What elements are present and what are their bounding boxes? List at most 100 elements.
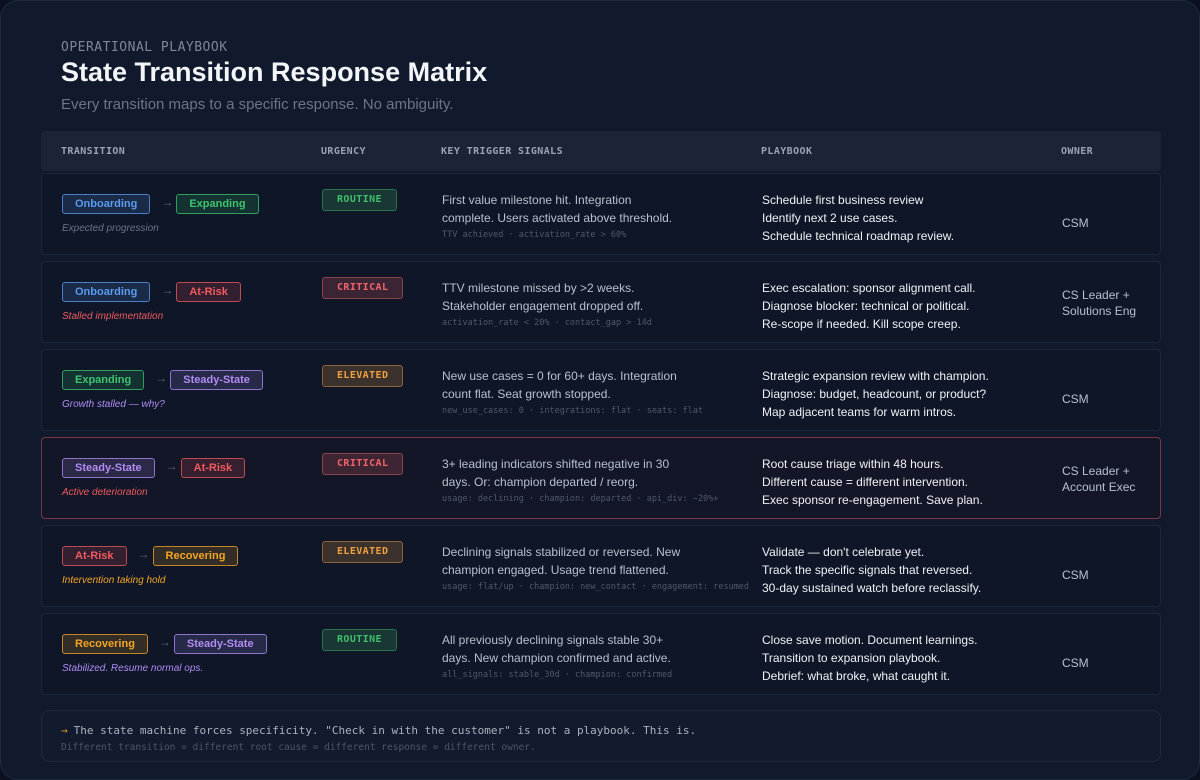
to-state-tag: Steady-State — [170, 370, 263, 390]
trigger-signals-code: all_signals: stable_30d · champion: conf… — [442, 670, 673, 680]
playbook-step: Track the specific signals that reversed… — [762, 563, 973, 577]
column-header-signals: KEY TRIGGER SIGNALS — [441, 146, 563, 157]
footer-callout: → The state machine forces specificity. "… — [41, 710, 1161, 762]
table-row: Expanding → Steady-State Growth stalled — w… — [41, 349, 1161, 431]
transition-note: Stalled implementation — [62, 311, 164, 322]
playbook-step: Different cause = different intervention… — [762, 475, 969, 489]
column-header-transition: TRANSITION — [61, 146, 126, 157]
owner-cell: CSM — [1062, 567, 1162, 583]
playbook-steps: Validate — don't celebrate yet. Track the… — [762, 543, 1062, 597]
footer-line-1: → The state machine forces specificity. "… — [61, 724, 696, 737]
transition-note: Intervention taking hold — [62, 575, 166, 586]
urgency-badge: ELEVATED — [322, 365, 404, 387]
trigger-signals-text: 3+ leading indicators shifted negative i… — [442, 457, 670, 489]
trigger-signals-code: usage: declining · champion: departed · … — [442, 494, 719, 504]
playbook-steps: Root cause triage within 48 hours. Differ… — [762, 455, 1062, 509]
playbook-step: Validate — don't celebrate yet. — [762, 545, 925, 559]
column-header-owner: OWNER — [1061, 146, 1094, 157]
table-row: Steady-State → At-Risk Active deterioration… — [41, 437, 1161, 519]
owner-cell: CSM — [1062, 215, 1162, 231]
playbook-steps: Close save motion. Document learnings. Tr… — [762, 631, 1062, 685]
trigger-signals-code: usage: flat/up · champion: new_contact ·… — [442, 582, 750, 592]
urgency-badge: ROUTINE — [322, 189, 397, 211]
urgency-badge: CRITICAL — [322, 453, 404, 475]
trigger-signals-code: activation_rate < 20% · contact_gap > 14… — [442, 318, 652, 328]
from-state-tag: Onboarding — [62, 194, 151, 214]
arrow-right-icon: → — [165, 459, 178, 473]
column-header-urgency: URGENCY — [321, 146, 366, 157]
playbook-step: Exec escalation: sponsor alignment call. — [762, 281, 976, 295]
eyebrow: OPERATIONAL PLAYBOOK — [61, 40, 228, 55]
owner-name: CSM — [1062, 568, 1089, 582]
owner-cell: CS Leader + Account Exec — [1062, 463, 1162, 495]
arrow-right-icon: → — [161, 195, 174, 209]
trigger-signals-code: TTV achieved · activation_rate > 60% — [442, 230, 627, 240]
playbook-step: Re-scope if needed. Kill scope creep. — [762, 317, 961, 331]
to-state-tag: Steady-State — [173, 634, 267, 654]
playbook-step: 30-day sustained watch before reclassify… — [762, 581, 982, 595]
table-row: Onboarding → Expanding Expected progression… — [41, 173, 1161, 255]
arrow-right-icon: → — [158, 635, 171, 649]
from-state-tag: Expanding — [62, 370, 145, 390]
transition-note: Expected progression — [62, 223, 159, 234]
owner-name: Account Exec — [1062, 480, 1136, 494]
playbook-step: Map adjacent teams for warm intros. — [762, 405, 957, 419]
to-state-tag: At-Risk — [176, 282, 241, 302]
arrow-right-icon: → — [155, 371, 168, 385]
urgency-badge: ELEVATED — [322, 541, 404, 563]
owner-name: CS Leader + — [1062, 464, 1130, 478]
owner-cell: CSM — [1062, 655, 1162, 671]
trigger-signals-text: New use cases = 0 for 60+ days. Integrat… — [442, 369, 677, 401]
table-row: Onboarding → At-Risk Stalled implementation… — [41, 261, 1161, 343]
from-state-tag: At-Risk — [62, 546, 127, 566]
transition-note: Active deterioration — [62, 487, 148, 498]
playbook-step: Diagnose: budget, headcount, or product? — [762, 387, 987, 401]
from-state-tag: Steady-State — [62, 458, 155, 478]
owner-cell: CS Leader + Solutions Eng — [1062, 287, 1162, 319]
to-state-tag: Recovering — [152, 546, 239, 566]
urgency-badge: ROUTINE — [322, 629, 397, 651]
transition-note: Growth stalled — why? — [62, 399, 165, 410]
trigger-signals-text: All previously declining signals stable … — [442, 633, 671, 665]
playbook-step: Close save motion. Document learnings. — [762, 633, 978, 647]
playbook-step: Schedule first business review — [762, 193, 924, 207]
trigger-signals-text: First value milestone hit. Integration c… — [442, 193, 673, 225]
table-row: At-Risk → Recovering Intervention taking ho… — [41, 525, 1161, 607]
owner-name: CS Leader + — [1062, 288, 1130, 302]
to-state-tag: At-Risk — [180, 458, 246, 478]
playbook-steps: Schedule first business review Identify n… — [762, 191, 1062, 245]
arrow-right-icon: → — [137, 547, 150, 561]
urgency-badge: CRITICAL — [322, 277, 404, 299]
playbook-step: Exec sponsor re-engagement. Save plan. — [762, 493, 983, 507]
owner-name: CSM — [1062, 656, 1089, 670]
from-state-tag: Recovering — [62, 634, 148, 654]
page-subtitle: Every transition maps to a specific resp… — [61, 96, 454, 113]
trigger-signals-code: new_use_cases: 0 · integrations: flat · … — [442, 406, 703, 416]
transition-note: Stabilized. Resume normal ops. — [62, 663, 204, 674]
table-header: TRANSITION URGENCY KEY TRIGGER SIGNALS P… — [41, 131, 1161, 171]
trigger-signals-text: TTV milestone missed by >2 weeks. Stakeh… — [442, 281, 644, 313]
playbook-step: Schedule technical roadmap review. — [762, 229, 955, 243]
table-row: Recovering → Steady-State Stabilized. Resum… — [41, 613, 1161, 695]
trigger-signals-text: Declining signals stabilized or reversed… — [442, 545, 681, 577]
playbook-steps: Exec escalation: sponsor alignment call.… — [762, 279, 1062, 333]
playbook-step: Root cause triage within 48 hours. — [762, 457, 944, 471]
from-state-tag: Onboarding — [62, 282, 151, 302]
arrow-right-icon: → — [61, 724, 68, 737]
playbook-step: Strategic expansion review with champion… — [762, 369, 989, 383]
page-title: State Transition Response Matrix — [61, 57, 488, 87]
playbook-steps: Strategic expansion review with champion… — [762, 367, 1062, 421]
to-state-tag: Expanding — [176, 194, 259, 214]
footer-line-2: Different transition = different root ca… — [61, 742, 536, 753]
playbook-step: Identify next 2 use cases. — [762, 211, 898, 225]
column-header-playbook: PLAYBOOK — [761, 146, 813, 157]
owner-name: Solutions Eng — [1062, 304, 1137, 318]
footer-line-1-text: The state machine forces specificity. "C… — [73, 724, 697, 737]
arrow-right-icon: → — [161, 283, 174, 297]
owner-cell: CSM — [1062, 391, 1162, 407]
owner-name: CSM — [1062, 216, 1089, 230]
owner-name: CSM — [1062, 392, 1089, 406]
playbook-step: Diagnose blocker: technical or political… — [762, 299, 970, 313]
playbook-step: Debrief: what broke, what caught it. — [762, 669, 951, 683]
